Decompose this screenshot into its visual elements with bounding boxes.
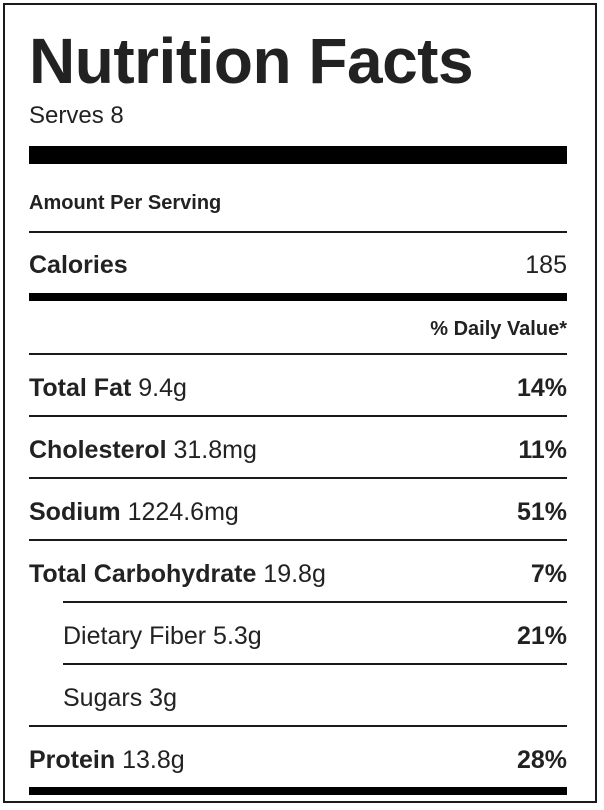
nutrient-row-cholesterol: Cholesterol 31.8mg 11%: [29, 430, 567, 470]
divider: [63, 663, 567, 665]
nutrient-amount: 19.8g: [263, 559, 326, 588]
nutrient-name: Sugars: [63, 683, 143, 712]
nutrient-daily-value: 11%: [518, 435, 567, 464]
nutrient-label: Cholesterol 31.8mg: [29, 436, 257, 465]
medium-divider: [29, 293, 567, 301]
nutrient-label: Sugars 3g: [63, 684, 177, 713]
nutrient-name: Dietary Fiber: [63, 621, 207, 650]
nutrient-name: Total Carbohydrate: [29, 559, 257, 588]
divider: [29, 725, 567, 727]
nutrient-label: Total Carbohydrate 19.8g: [29, 560, 326, 589]
nutrient-row-dietary-fiber: Dietary Fiber 5.3g 21%: [63, 616, 567, 656]
calories-value: 185: [525, 250, 567, 279]
nutrient-amount: 1224.6mg: [127, 497, 239, 526]
nutrient-row-protein: Protein 13.8g 28%: [29, 740, 567, 780]
amount-per-serving-label: Amount Per Serving: [29, 192, 222, 214]
nutrient-amount: 9.4g: [138, 373, 187, 402]
nutrient-daily-value: 7%: [530, 559, 567, 588]
nutrient-amount: 13.8g: [122, 745, 185, 774]
nutrient-daily-value: 14%: [516, 373, 567, 402]
nutrient-name: Protein: [29, 745, 116, 774]
nutrient-name: Cholesterol: [29, 435, 167, 464]
nutrient-daily-value: 51%: [516, 497, 567, 526]
thick-divider: [29, 146, 567, 164]
divider: [29, 353, 567, 355]
nutrient-label: Total Fat 9.4g: [29, 374, 187, 403]
nutrient-daily-value: 28%: [516, 745, 567, 774]
divider: [63, 601, 567, 603]
nutrient-row-total-carbohydrate: Total Carbohydrate 19.8g 7%: [29, 554, 567, 594]
nutrition-label: Nutrition Facts Serves 8 Amount Per Serv…: [3, 3, 597, 803]
divider: [29, 477, 567, 479]
servings-text: Serves 8: [29, 102, 124, 129]
divider: [29, 231, 567, 233]
nutrition-title: Nutrition Facts: [29, 25, 474, 97]
divider: [29, 539, 567, 541]
daily-value-header: % Daily Value*: [430, 318, 567, 340]
nutrient-row-sodium: Sodium 1224.6mg 51%: [29, 492, 567, 532]
nutrient-amount: 5.3g: [213, 621, 262, 650]
nutrient-amount: 3g: [149, 683, 177, 712]
nutrient-row-total-fat: Total Fat 9.4g 14%: [29, 368, 567, 408]
nutrient-amount: 31.8mg: [173, 435, 257, 464]
nutrient-daily-value: 21%: [516, 621, 567, 650]
medium-divider: [29, 787, 567, 795]
nutrient-name: Sodium: [29, 497, 121, 526]
nutrient-label: Sodium 1224.6mg: [29, 498, 239, 527]
calories-label: Calories: [29, 250, 128, 279]
nutrient-name: Total Fat: [29, 373, 132, 402]
divider: [29, 415, 567, 417]
nutrient-label: Protein 13.8g: [29, 746, 185, 775]
calories-row: Calories 185: [29, 245, 567, 285]
nutrition-label-content: Nutrition Facts Serves 8 Amount Per Serv…: [29, 5, 567, 801]
nutrient-label: Dietary Fiber 5.3g: [63, 622, 262, 651]
nutrient-row-sugars: Sugars 3g: [63, 678, 567, 718]
